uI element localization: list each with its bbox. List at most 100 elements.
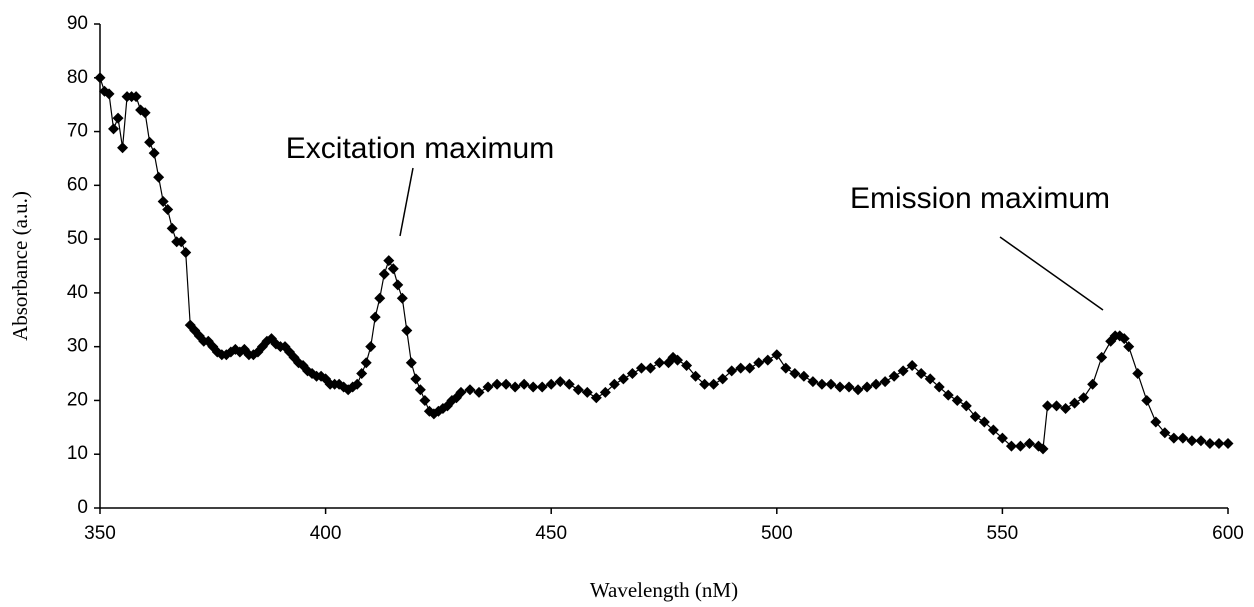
data-point bbox=[942, 389, 954, 401]
data-point bbox=[491, 378, 503, 390]
data-point bbox=[554, 376, 566, 388]
data-point bbox=[392, 279, 404, 291]
data-point bbox=[1037, 443, 1049, 455]
data-point bbox=[590, 392, 602, 404]
data-point bbox=[180, 247, 192, 259]
data-point bbox=[117, 142, 129, 154]
data-point bbox=[1042, 400, 1054, 412]
data-point bbox=[825, 378, 837, 390]
data-point bbox=[753, 357, 765, 369]
data-point bbox=[834, 381, 846, 393]
data-point bbox=[153, 171, 165, 183]
data-point bbox=[162, 204, 174, 216]
data-point bbox=[1222, 437, 1234, 449]
data-point bbox=[1118, 333, 1130, 345]
data-point bbox=[527, 381, 539, 393]
data-point bbox=[414, 384, 426, 396]
data-point bbox=[798, 370, 810, 382]
data-point bbox=[518, 378, 530, 390]
data-point bbox=[473, 386, 485, 398]
data-point bbox=[360, 357, 372, 369]
y-tick-label: 30 bbox=[67, 336, 88, 357]
data-point bbox=[351, 378, 363, 390]
data-point bbox=[996, 432, 1008, 444]
data-point bbox=[933, 381, 945, 393]
annotation-pointer bbox=[999, 236, 1104, 311]
data-point bbox=[843, 381, 855, 393]
data-point bbox=[608, 378, 620, 390]
data-point bbox=[1177, 432, 1189, 444]
data-point bbox=[951, 394, 963, 406]
data-point bbox=[735, 362, 747, 374]
data-point bbox=[960, 400, 972, 412]
y-axis-title: Absorbance (a.u.) bbox=[8, 191, 32, 341]
data-point bbox=[852, 384, 864, 396]
x-tick-label: 550 bbox=[987, 523, 1019, 544]
data-point bbox=[581, 386, 593, 398]
data-point bbox=[410, 373, 422, 385]
data-point bbox=[536, 381, 548, 393]
data-point bbox=[139, 107, 151, 119]
data-point bbox=[103, 88, 115, 100]
y-tick-label: 0 bbox=[77, 497, 88, 518]
data-point bbox=[807, 376, 819, 388]
data-point bbox=[455, 386, 467, 398]
data-point bbox=[617, 373, 629, 385]
data-point bbox=[771, 349, 783, 361]
data-point bbox=[897, 365, 909, 377]
x-tick-label: 450 bbox=[535, 523, 567, 544]
data-point bbox=[672, 354, 684, 366]
data-point bbox=[1141, 394, 1153, 406]
data-point bbox=[365, 341, 377, 353]
data-point bbox=[401, 325, 413, 337]
data-point bbox=[144, 136, 156, 148]
data-point bbox=[978, 416, 990, 428]
y-tick-label: 40 bbox=[67, 282, 88, 303]
data-point bbox=[699, 378, 711, 390]
data-point bbox=[690, 370, 702, 382]
y-tick-label: 10 bbox=[67, 443, 88, 464]
y-tick-label: 50 bbox=[67, 228, 88, 249]
data-point bbox=[1069, 397, 1081, 409]
data-point bbox=[1096, 351, 1108, 363]
data-point bbox=[545, 378, 557, 390]
data-point bbox=[780, 362, 792, 374]
data-point bbox=[1060, 403, 1072, 415]
data-point bbox=[464, 384, 476, 396]
data-point bbox=[405, 357, 417, 369]
data-point bbox=[816, 378, 828, 390]
data-point bbox=[1168, 432, 1180, 444]
annotation: Emission maximum bbox=[850, 182, 1110, 215]
x-tick-label: 600 bbox=[1212, 523, 1244, 544]
y-tick-label: 20 bbox=[67, 389, 88, 410]
data-point bbox=[915, 368, 927, 380]
y-tick-label: 80 bbox=[67, 67, 88, 88]
data-point bbox=[166, 222, 178, 234]
data-point bbox=[396, 292, 408, 304]
data-point bbox=[1204, 437, 1216, 449]
data-point bbox=[879, 376, 891, 388]
y-tick-label: 60 bbox=[67, 174, 88, 195]
data-point bbox=[717, 373, 729, 385]
data-point bbox=[175, 236, 187, 248]
data-point bbox=[1087, 378, 1099, 390]
x-axis-title: Wavelength (nM) bbox=[590, 578, 738, 602]
data-point bbox=[681, 359, 693, 371]
data-point bbox=[644, 362, 656, 374]
data-point bbox=[969, 411, 981, 423]
data-point bbox=[789, 368, 801, 380]
data-point bbox=[419, 394, 431, 406]
data-point bbox=[500, 378, 512, 390]
data-point bbox=[924, 373, 936, 385]
data-point bbox=[1186, 435, 1198, 447]
data-point bbox=[108, 123, 120, 135]
data-point bbox=[653, 357, 665, 369]
data-point bbox=[387, 263, 399, 275]
data-point bbox=[509, 381, 521, 393]
data-point bbox=[906, 359, 918, 371]
y-tick-label: 90 bbox=[67, 13, 88, 34]
y-tick-label: 70 bbox=[67, 121, 88, 142]
data-point bbox=[861, 381, 873, 393]
data-point bbox=[1023, 437, 1035, 449]
